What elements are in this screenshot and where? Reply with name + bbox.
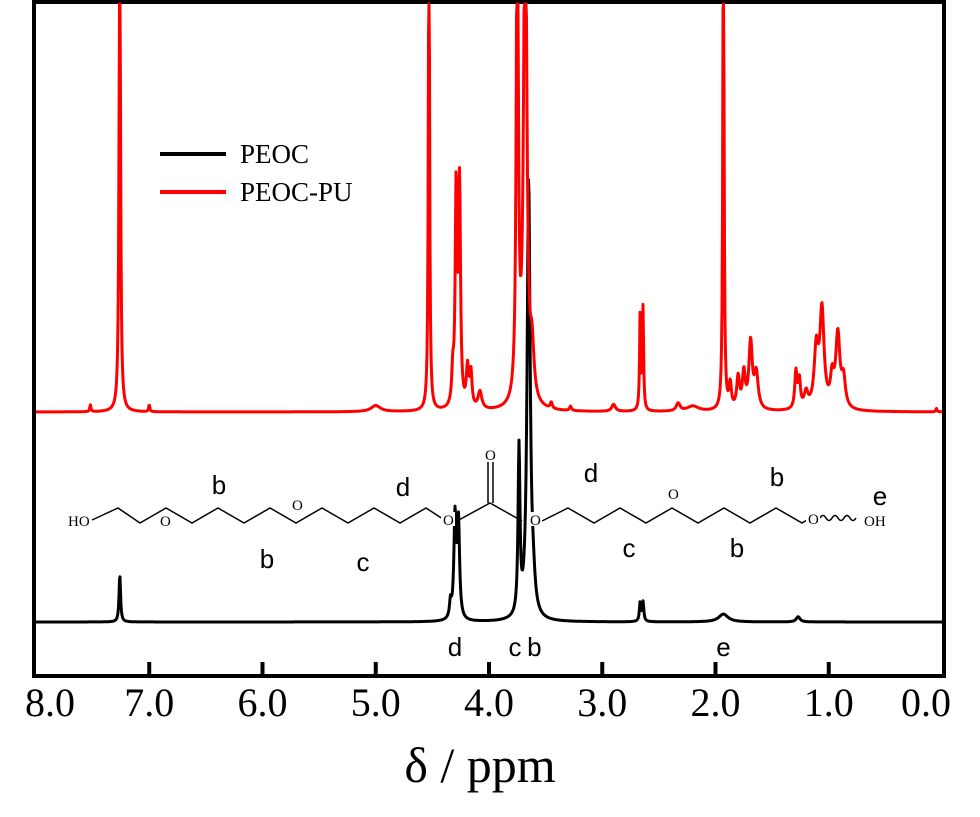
peak-label-e: e <box>716 632 730 662</box>
struct-letter-b-3: b <box>770 462 784 492</box>
x-tick-label-3.0: 3.0 <box>577 680 627 725</box>
x-ticks: 8.0 7.0 6.0 5.0 4.0 3.0 2.0 1.0 0.0 <box>25 662 951 725</box>
struct-oxygen-1: O <box>160 514 171 530</box>
peak-label-d: d <box>448 632 462 662</box>
struct-oxygen-5: O <box>668 487 679 503</box>
struct-letter-b-1: b <box>212 470 226 500</box>
struct-oh: OH <box>864 514 886 530</box>
legend-label-peoc-pu: PEOC-PU <box>240 177 353 207</box>
struct-ho: HO <box>68 514 90 530</box>
struct-oxygen-2: O <box>292 498 303 514</box>
x-tick-label-4.0: 4.0 <box>464 680 514 725</box>
struct-oxygen-3: O <box>443 513 454 529</box>
peak-label-c: c <box>509 632 522 662</box>
legend-label-peoc: PEOC <box>240 139 309 169</box>
structure-chain-carbonyl <box>456 502 523 522</box>
x-tick-label-6.0: 6.0 <box>238 680 288 725</box>
x-tick-label-8.0: 8.0 <box>25 680 75 725</box>
x-tick-label-5.0: 5.0 <box>351 680 401 725</box>
wavy-bond <box>819 514 857 522</box>
struct-letter-c-1: c <box>357 547 370 577</box>
chemical-structure: HO OH O O O O O O O b d d b e b c c b <box>68 448 887 577</box>
x-tick-label-1.0: 1.0 <box>804 680 854 725</box>
struct-carbonyl-oxygen: O <box>485 448 496 464</box>
struct-letter-b-2: b <box>260 544 274 574</box>
struct-letter-e: e <box>873 481 887 511</box>
structure-chain-left <box>91 507 447 524</box>
x-tick-label-2.0: 2.0 <box>691 680 741 725</box>
struct-letter-d-2: d <box>584 458 598 488</box>
struct-oxygen-4: O <box>530 513 541 529</box>
x-axis-title: δ / ppm <box>404 737 555 793</box>
structure-chain-right <box>541 507 813 524</box>
struct-letter-d-1: d <box>396 472 410 502</box>
x-tick-label-7.0: 7.0 <box>124 680 174 725</box>
struct-oxygen-6: O <box>808 512 819 528</box>
peak-label-b: b <box>527 632 541 662</box>
legend: PEOC PEOC-PU <box>160 139 353 207</box>
plot-frame <box>32 0 946 678</box>
struct-letter-c-2: c <box>623 533 636 563</box>
series-line-peoc <box>35 178 943 624</box>
series-layer <box>35 2 943 624</box>
series-line-peoc-pu <box>35 2 943 414</box>
struct-letter-b-4: b <box>730 533 744 563</box>
x-tick-label-0.0: 0.0 <box>901 680 951 725</box>
